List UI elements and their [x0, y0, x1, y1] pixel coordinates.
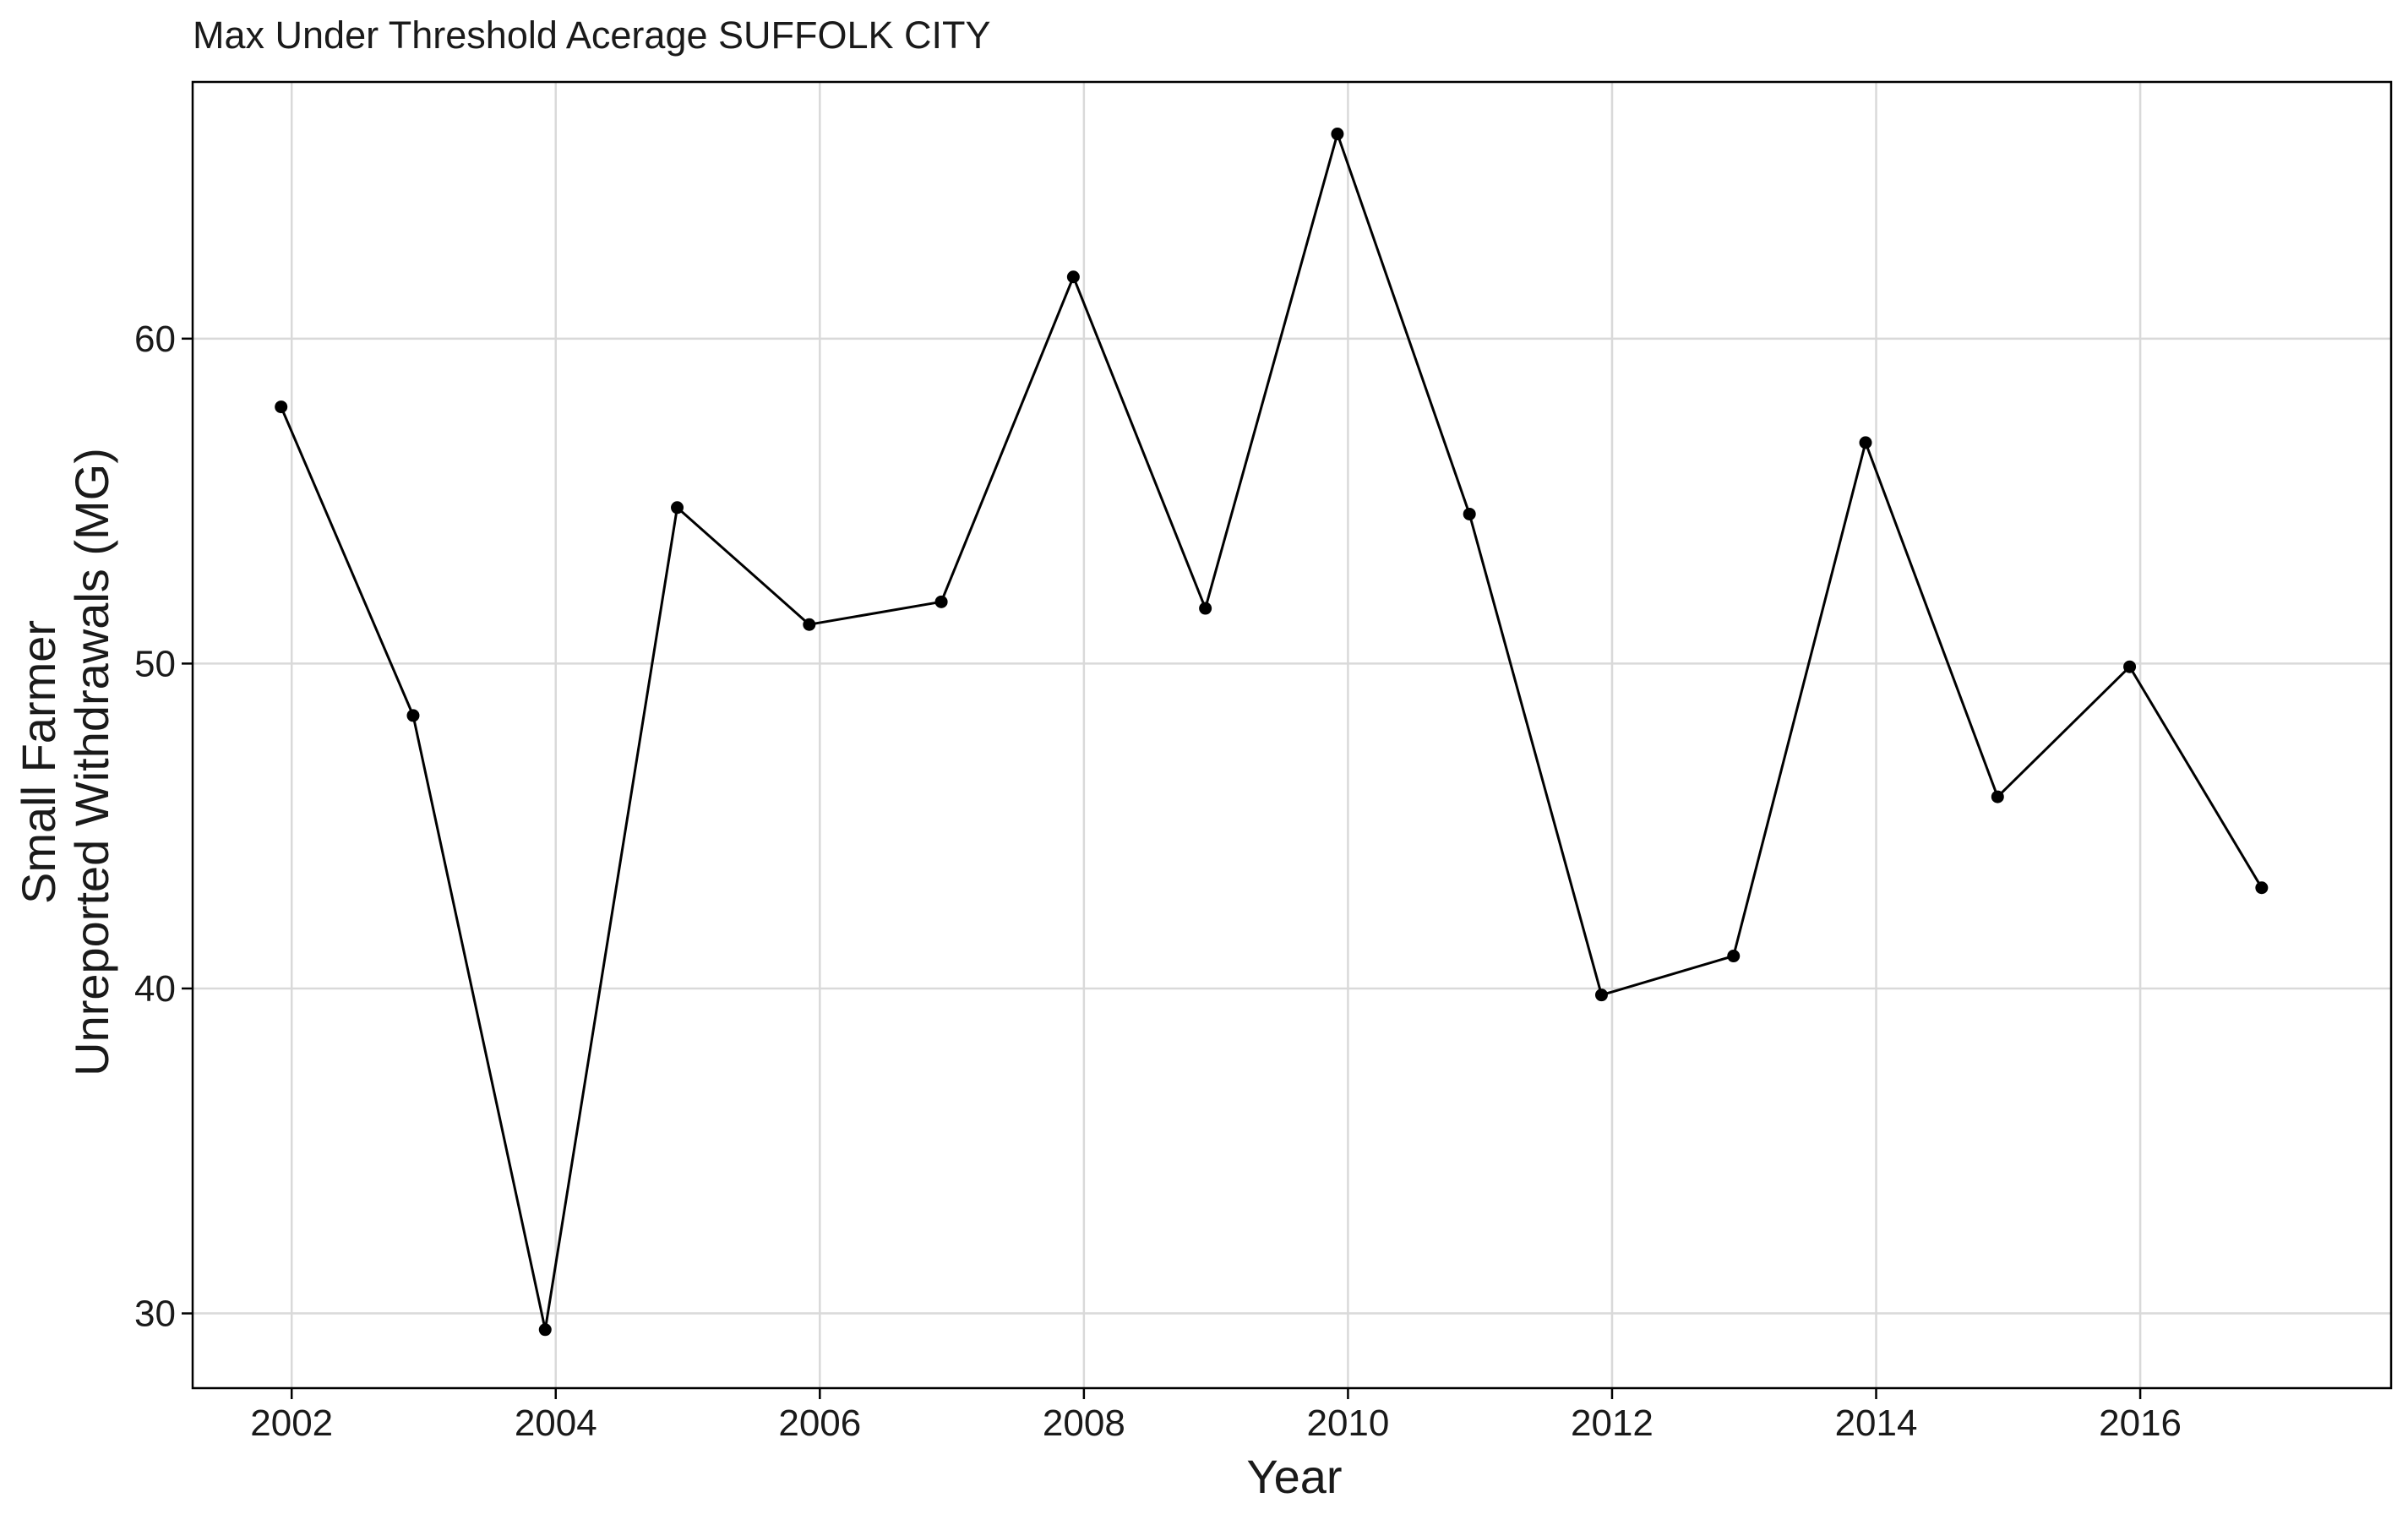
data-point — [275, 400, 288, 414]
x-tick-label: 2002 — [250, 1402, 333, 1444]
x-tick-label: 2004 — [515, 1402, 597, 1444]
plot-panel-border — [191, 80, 2393, 1390]
data-point — [671, 501, 684, 515]
data-point — [803, 618, 816, 631]
data-point — [2255, 881, 2269, 895]
y-tick-label: 60 — [134, 319, 176, 360]
chart-title: Max Under Threshold Acerage SUFFOLK CITY — [193, 14, 991, 57]
y-tick-label: 30 — [134, 1294, 176, 1335]
data-point — [1991, 790, 2004, 803]
data-point — [1066, 270, 1080, 284]
data-point — [2123, 660, 2137, 673]
x-tick-label: 2008 — [1043, 1402, 1125, 1444]
data-point — [538, 1323, 552, 1337]
x-tick-label: 2012 — [1571, 1402, 1653, 1444]
x-axis-label: Year — [1246, 1450, 1342, 1503]
y-axis-label: Small Farmer Unreported Withdrawals (MG) — [12, 448, 118, 1076]
y-axis-label-line-1: Small Farmer — [12, 620, 65, 904]
x-tick-label: 2016 — [2099, 1402, 2182, 1444]
data-point — [934, 595, 948, 608]
data-series — [275, 128, 2269, 1337]
x-tick-label: 2014 — [1835, 1402, 1918, 1444]
x-tick-label: 2006 — [778, 1402, 861, 1444]
x-tick-label: 2010 — [1306, 1402, 1389, 1444]
grid-lines — [193, 82, 2391, 1388]
data-point — [1199, 602, 1212, 615]
series-line — [280, 133, 2264, 1332]
data-point — [1594, 989, 1608, 1002]
data-point — [406, 709, 420, 722]
axes: 2002 2004 2006 2008 2010 2012 2014 2016 30 40 50 60 — [134, 319, 2182, 1444]
data-point — [1331, 128, 1344, 141]
data-point — [1463, 507, 1476, 520]
y-tick-label: 40 — [134, 968, 176, 1010]
data-point — [1727, 950, 1741, 963]
y-tick-label: 50 — [134, 643, 176, 684]
y-axis-label-line-2: Unreported Withdrawals (MG) — [65, 448, 118, 1076]
data-point — [1859, 436, 1872, 449]
